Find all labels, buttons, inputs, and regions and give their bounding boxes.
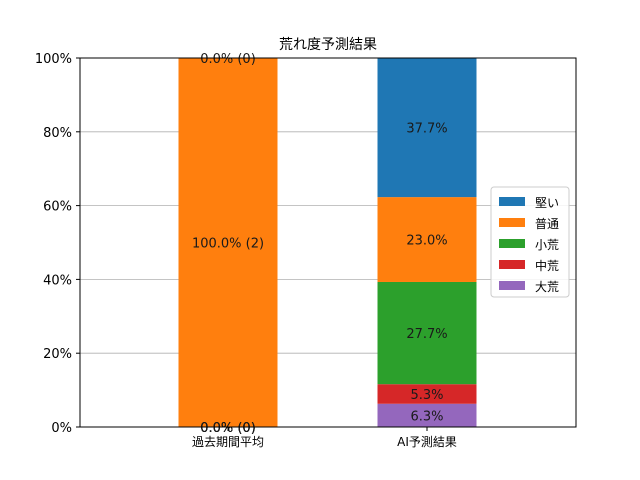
data-label: 27.7% bbox=[406, 327, 447, 342]
y-tick-label: 0% bbox=[51, 421, 72, 436]
legend-swatch bbox=[499, 197, 525, 206]
legend-label: 中荒 bbox=[535, 258, 559, 273]
bar-segment bbox=[377, 384, 477, 404]
data-label: 37.7% bbox=[406, 122, 447, 137]
legend-label: 小荒 bbox=[535, 238, 559, 252]
plot-frame bbox=[79, 57, 577, 428]
data-label: 5.3% bbox=[410, 388, 443, 403]
data-label: 6.3% bbox=[410, 409, 443, 424]
legend-swatch bbox=[499, 218, 525, 227]
x-tick-label: AI予測結果 bbox=[397, 435, 457, 449]
y-tick-label: 40% bbox=[43, 273, 72, 288]
bars bbox=[178, 58, 477, 427]
y-tick-label: 100% bbox=[35, 52, 72, 67]
legend-label: 堅い bbox=[535, 196, 559, 210]
legend-swatch bbox=[499, 260, 525, 269]
legend-label: 大荒 bbox=[535, 280, 559, 294]
bar-segment bbox=[377, 403, 477, 427]
legend-box bbox=[490, 186, 570, 298]
data-label: 100.0% (2) bbox=[192, 237, 264, 252]
y-tick-label: 60% bbox=[43, 200, 72, 215]
x-axis-ticks: 過去期間平均 AI予測結果 bbox=[192, 427, 457, 449]
legend-swatch bbox=[499, 239, 525, 248]
bar-segment bbox=[377, 58, 477, 198]
x-tick-label: 過去期間平均 bbox=[192, 435, 264, 449]
legend-label: 普通 bbox=[535, 217, 559, 231]
data-label: 0.0% (0) bbox=[200, 52, 256, 67]
bar-segment bbox=[377, 197, 477, 282]
y-tick-label: 20% bbox=[43, 347, 72, 362]
bar-segment bbox=[178, 58, 278, 427]
legend-swatch bbox=[499, 281, 525, 290]
bar-segment bbox=[377, 281, 477, 385]
data-label: 23.0% bbox=[406, 234, 447, 249]
y-tick-label: 80% bbox=[43, 126, 72, 141]
chart-title: 荒れ度予測結果 bbox=[279, 37, 377, 53]
y-axis-ticks: 0% 20% 40% 60% 80% 100% bbox=[35, 52, 80, 436]
